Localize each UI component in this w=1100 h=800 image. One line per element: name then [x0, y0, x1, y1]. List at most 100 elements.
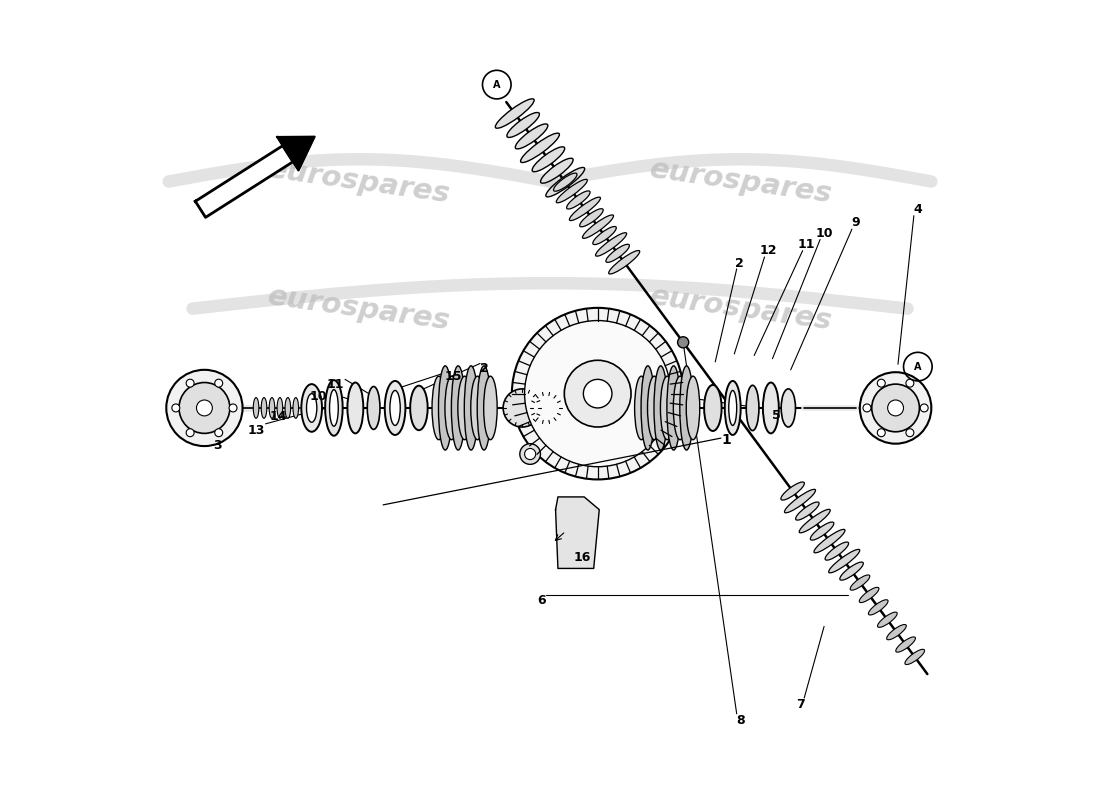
Ellipse shape	[814, 530, 845, 553]
Ellipse shape	[330, 390, 339, 426]
Circle shape	[525, 449, 536, 459]
Circle shape	[512, 308, 683, 479]
Circle shape	[172, 404, 179, 412]
Text: 4: 4	[913, 203, 922, 216]
Text: 6: 6	[538, 594, 547, 606]
Ellipse shape	[520, 133, 560, 162]
Circle shape	[520, 444, 540, 464]
Ellipse shape	[557, 179, 587, 203]
Ellipse shape	[532, 146, 564, 172]
Ellipse shape	[464, 366, 477, 450]
Circle shape	[878, 379, 886, 387]
Ellipse shape	[540, 158, 573, 183]
Ellipse shape	[725, 381, 740, 435]
Ellipse shape	[635, 376, 648, 440]
Text: A: A	[493, 80, 500, 90]
Circle shape	[888, 400, 903, 416]
Ellipse shape	[270, 398, 275, 418]
Ellipse shape	[593, 226, 616, 245]
Ellipse shape	[566, 191, 590, 209]
Ellipse shape	[606, 244, 629, 262]
Ellipse shape	[471, 376, 484, 440]
Ellipse shape	[825, 542, 848, 560]
Ellipse shape	[410, 386, 428, 430]
Text: 14: 14	[270, 410, 287, 423]
Ellipse shape	[673, 376, 686, 440]
Text: eurospares: eurospares	[648, 282, 834, 335]
Text: 16: 16	[573, 550, 591, 564]
Text: 8: 8	[736, 714, 745, 726]
Ellipse shape	[253, 398, 258, 418]
Text: 10: 10	[309, 390, 327, 403]
Text: 15: 15	[444, 370, 462, 383]
Polygon shape	[556, 497, 600, 569]
Ellipse shape	[895, 637, 915, 652]
Ellipse shape	[458, 376, 472, 440]
Circle shape	[872, 384, 920, 432]
Text: eurospares: eurospares	[648, 155, 834, 208]
Text: 9: 9	[851, 216, 860, 230]
Circle shape	[564, 360, 631, 427]
Ellipse shape	[781, 482, 804, 500]
Circle shape	[197, 400, 212, 416]
Ellipse shape	[811, 522, 834, 540]
Ellipse shape	[580, 209, 603, 227]
Ellipse shape	[763, 382, 779, 434]
Ellipse shape	[432, 376, 446, 440]
Ellipse shape	[261, 398, 267, 418]
Ellipse shape	[495, 98, 535, 128]
Text: 3: 3	[213, 438, 222, 452]
Circle shape	[186, 379, 194, 387]
Ellipse shape	[439, 366, 452, 450]
Ellipse shape	[878, 612, 898, 627]
Circle shape	[214, 379, 222, 387]
Circle shape	[860, 372, 932, 444]
Circle shape	[906, 429, 914, 437]
Ellipse shape	[385, 381, 406, 435]
Ellipse shape	[781, 389, 795, 427]
Circle shape	[525, 321, 671, 466]
Ellipse shape	[583, 215, 614, 238]
Circle shape	[864, 404, 871, 412]
Circle shape	[878, 429, 886, 437]
Text: 13: 13	[248, 424, 265, 437]
Ellipse shape	[546, 167, 585, 197]
Polygon shape	[277, 137, 315, 170]
Ellipse shape	[686, 376, 700, 440]
Ellipse shape	[704, 385, 722, 431]
Circle shape	[678, 337, 689, 348]
Ellipse shape	[850, 575, 870, 590]
Ellipse shape	[595, 233, 627, 256]
Circle shape	[906, 379, 914, 387]
Ellipse shape	[444, 376, 459, 440]
Ellipse shape	[839, 562, 864, 580]
Ellipse shape	[667, 366, 681, 450]
Ellipse shape	[648, 376, 661, 440]
Ellipse shape	[746, 386, 759, 430]
Text: A: A	[914, 362, 922, 372]
Ellipse shape	[507, 113, 539, 138]
Ellipse shape	[729, 390, 737, 426]
Text: 2: 2	[481, 362, 490, 374]
Ellipse shape	[887, 625, 906, 640]
Text: 10: 10	[815, 226, 833, 240]
Polygon shape	[196, 146, 293, 218]
Text: eurospares: eurospares	[266, 155, 452, 208]
Ellipse shape	[389, 390, 400, 426]
Ellipse shape	[277, 398, 283, 418]
Ellipse shape	[680, 366, 693, 450]
Ellipse shape	[367, 386, 380, 430]
Ellipse shape	[451, 366, 465, 450]
Circle shape	[166, 370, 243, 446]
Ellipse shape	[828, 550, 860, 573]
Text: eurospares: eurospares	[266, 282, 452, 335]
Text: 12: 12	[760, 244, 778, 257]
Text: 11: 11	[798, 238, 815, 250]
Ellipse shape	[477, 366, 491, 450]
Ellipse shape	[293, 398, 298, 418]
Ellipse shape	[484, 376, 497, 440]
Ellipse shape	[553, 173, 578, 191]
Ellipse shape	[608, 250, 640, 274]
Ellipse shape	[905, 650, 925, 665]
Text: 2: 2	[735, 257, 744, 270]
